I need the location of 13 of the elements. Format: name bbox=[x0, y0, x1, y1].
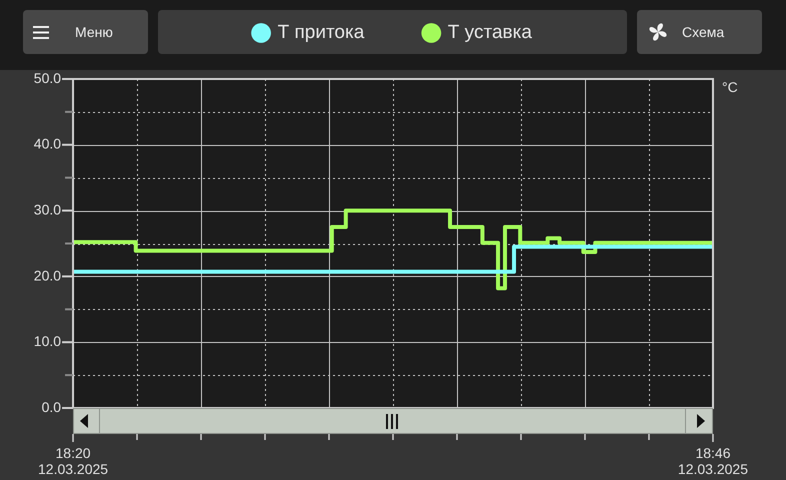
menu-button: Меню bbox=[23, 10, 148, 54]
legend-label: Т уставка bbox=[448, 22, 532, 44]
x-tick-label: 18:20 12.03.2025 bbox=[38, 444, 108, 478]
scheme-button: Схема bbox=[637, 10, 762, 54]
y-tick-label: 0.0 bbox=[42, 398, 62, 415]
y-axis-title: °C bbox=[722, 78, 738, 95]
x-tick-label: 18:46 12.03.2025 bbox=[678, 444, 748, 478]
y-tick-label: 10.0 bbox=[34, 333, 62, 350]
y-tick-label: 20.0 bbox=[34, 267, 62, 284]
y-tick-label: 40.0 bbox=[34, 136, 62, 152]
y-tick-label: 50.0 bbox=[34, 70, 62, 86]
y-tick-label: 30.0 bbox=[34, 201, 62, 218]
legend-label: Т притока bbox=[278, 22, 365, 44]
